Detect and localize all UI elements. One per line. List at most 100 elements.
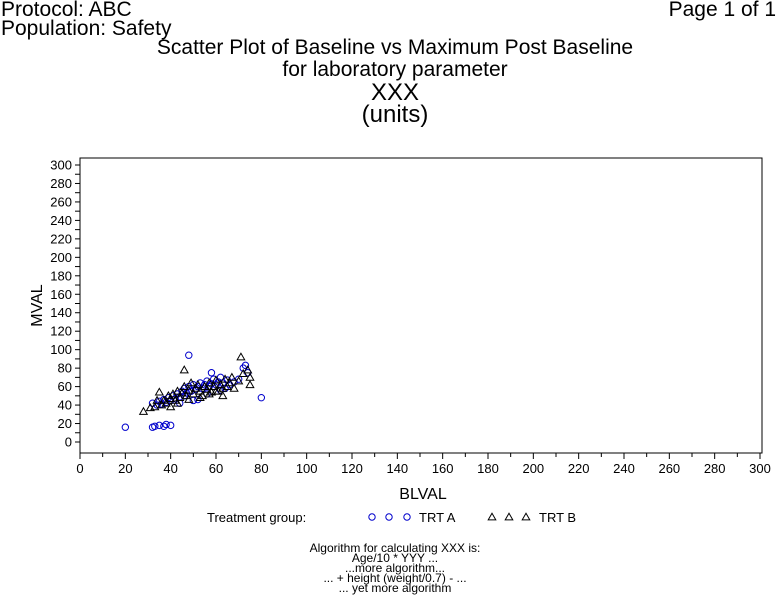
point-trt-b — [209, 381, 219, 390]
chart-title-line-1: Scatter Plot of Baseline vs Maximum Post… — [156, 36, 634, 59]
y-tick-label: 100 — [50, 342, 72, 357]
population-label: Population: Safety — [1, 17, 172, 40]
y-tick-label: 0 — [65, 435, 72, 450]
point-trt-b — [161, 398, 171, 407]
point-trt-b — [186, 378, 196, 387]
point-trt-b — [154, 387, 164, 396]
y-tick-label: 60 — [58, 379, 72, 394]
algorithm-footnote: Algorithm for calculating XXX is: Age/10… — [0, 541, 780, 595]
y-tick-label: 40 — [58, 398, 72, 413]
footnote-line-5: ... yet more algorithm — [338, 581, 452, 595]
point-trt-b — [195, 392, 205, 402]
point-trt-b — [179, 365, 189, 374]
point-trt-b — [245, 379, 255, 389]
legend-triangle-marker — [487, 512, 497, 521]
point-trt-b — [152, 395, 162, 404]
x-tick-label: 240 — [613, 461, 635, 476]
legend-trt-a-label: TRT A — [419, 510, 456, 525]
legend-triangle-marker — [504, 512, 514, 521]
point-trt-a — [200, 381, 209, 389]
plot-frame — [79, 157, 763, 454]
point-trt-a — [194, 395, 202, 404]
y-tick-label: 240 — [50, 213, 72, 228]
y-tick-label: 140 — [50, 305, 72, 320]
chart-title-line-2: for laboratory parameter — [282, 58, 508, 81]
x-tick-label: 220 — [568, 461, 590, 476]
legend-title: Treatment group: — [207, 510, 306, 525]
point-trt-b — [188, 389, 198, 398]
point-trt-b — [175, 392, 185, 402]
x-axis: 0 20 40 60 80 100 120 140 160 180 200 220 240 260 280 3… — [76, 453, 771, 476]
point-trt-b — [229, 383, 239, 392]
point-trt-b — [193, 379, 203, 389]
legend-trt-a-markers — [368, 513, 411, 521]
y-tick-label: 280 — [50, 176, 72, 191]
point-trt-b — [204, 378, 214, 387]
x-axis-label: BLVAL — [399, 486, 447, 503]
point-trt-b — [181, 391, 192, 400]
y-tick-label: 300 — [50, 158, 72, 173]
point-trt-b — [211, 386, 221, 395]
point-trt-b — [138, 406, 149, 415]
legend-circle-marker — [368, 513, 376, 521]
x-tick-label: 80 — [254, 461, 268, 476]
point-trt-b — [150, 402, 160, 411]
point-trt-b — [218, 391, 228, 400]
point-trt-a — [155, 421, 164, 430]
x-tick-label: 0 — [76, 461, 83, 476]
point-trt-b — [184, 385, 194, 394]
point-trt-b — [202, 384, 212, 393]
point-trt-b — [236, 352, 246, 361]
point-trt-b — [243, 365, 253, 374]
y-tick-label: 160 — [50, 287, 72, 302]
y-tick-label: 120 — [50, 324, 72, 339]
y-tick-label: 260 — [50, 194, 72, 209]
plot-border — [79, 157, 763, 454]
x-tick-label: 280 — [704, 461, 726, 476]
footnote-line-4: ... + height (weight/0.7) - ... — [323, 571, 467, 585]
y-tick-label: 180 — [50, 268, 72, 283]
point-trt-b — [227, 372, 237, 381]
x-tick-label: 260 — [658, 461, 680, 476]
point-trt-a — [160, 422, 168, 431]
x-tick-label: 180 — [477, 461, 499, 476]
y-axis: 0 20 40 60 80 100 120 140 160 180 200 220 240 260 280 3… — [50, 158, 80, 450]
x-tick-label: 200 — [522, 461, 544, 476]
point-trt-a — [166, 421, 175, 430]
point-trt-b — [177, 388, 187, 397]
scatter-plot: 0204060801001201401601802002202402602803… — [29, 157, 771, 525]
point-trt-a — [162, 420, 170, 429]
x-tick-label: 160 — [432, 461, 454, 476]
point-trt-a — [121, 423, 130, 431]
point-trt-b — [168, 389, 178, 398]
chart-title-line-4: (units) — [361, 101, 429, 128]
point-trt-a — [207, 369, 216, 377]
point-trt-a — [185, 351, 193, 359]
point-trt-b — [172, 398, 183, 407]
legend-circle-marker — [385, 513, 393, 521]
point-trt-b — [220, 374, 230, 383]
page-indicator: Page 1 of 1 — [668, 0, 776, 21]
data-points — [121, 351, 266, 431]
footnote-line-3: ...more algorithm... — [344, 561, 446, 575]
x-tick-label: 60 — [209, 461, 223, 476]
footnote-line-1: Algorithm for calculating XXX is: — [309, 541, 481, 555]
legend-circle-marker — [403, 513, 411, 521]
x-tick-label: 300 — [749, 461, 771, 476]
point-trt-a — [151, 422, 159, 431]
point-trt-b — [184, 394, 194, 403]
point-trt-b — [245, 372, 255, 381]
point-trt-b — [179, 381, 189, 390]
protocol-label: Protocol: ABC — [1, 0, 132, 21]
y-axis-label: MVAL — [29, 284, 46, 326]
y-tick-label: 220 — [50, 231, 72, 246]
point-trt-a — [257, 393, 266, 402]
point-trt-b — [166, 393, 176, 402]
x-tick-label: 40 — [163, 461, 177, 476]
x-tick-label: 100 — [296, 461, 318, 476]
legend-trt-b-label: TRT B — [539, 510, 576, 525]
y-tick-label: 80 — [58, 361, 72, 376]
legend-triangle-marker — [521, 512, 531, 521]
legend-trt-b-markers — [487, 512, 531, 521]
point-trt-b — [172, 386, 183, 395]
